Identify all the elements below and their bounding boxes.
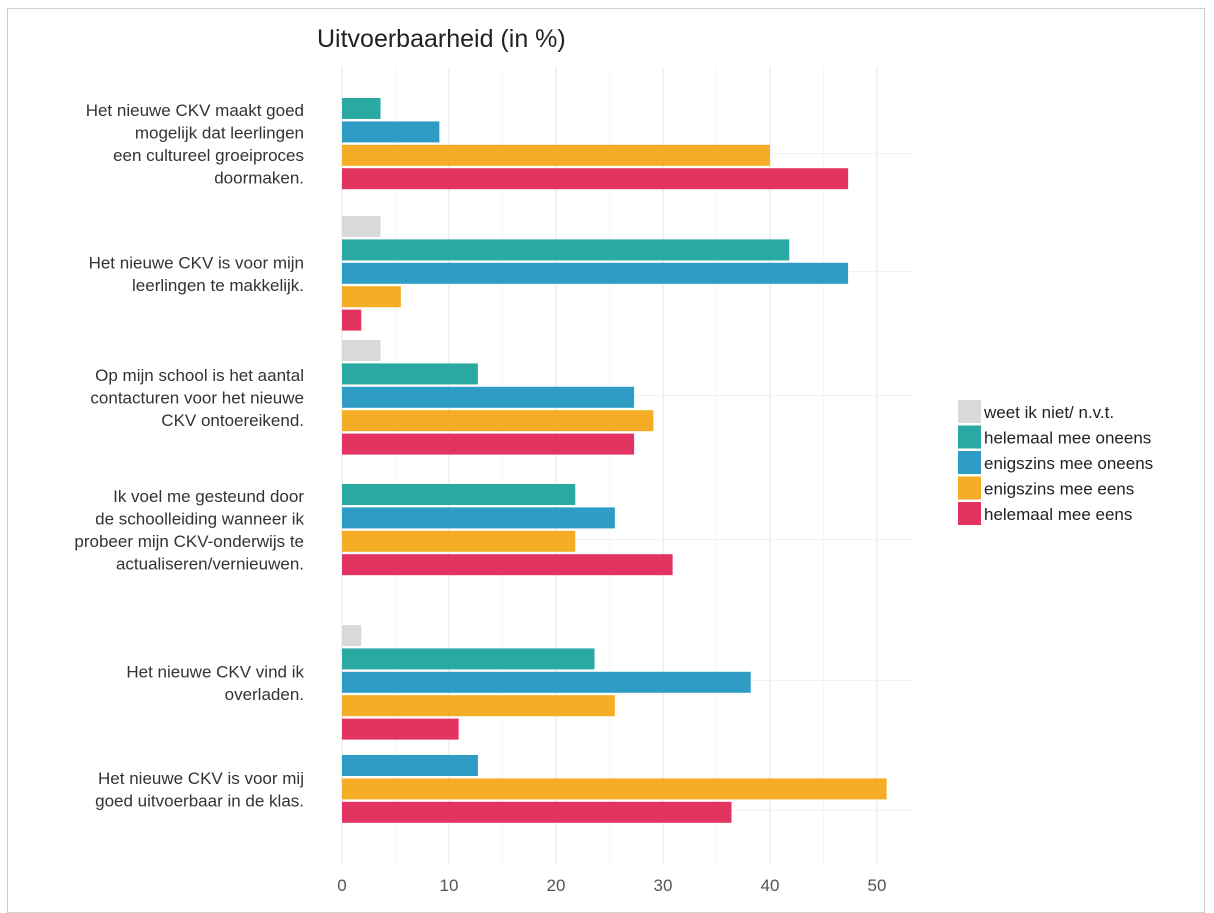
x-tick-label-30: 30 bbox=[654, 876, 673, 895]
bar-5-series-3 bbox=[342, 671, 751, 693]
bar-3-series-2 bbox=[342, 363, 478, 385]
bar-6-series-3 bbox=[342, 755, 478, 776]
x-tick-label-50: 50 bbox=[868, 876, 887, 895]
category-label-3-line-3: CKV ontoereikend. bbox=[161, 411, 304, 430]
category-label-5-line-2: overladen. bbox=[225, 685, 304, 704]
legend-swatch-4 bbox=[958, 476, 981, 500]
category-label-4-line-4: actualiseren/vernieuwen. bbox=[116, 555, 304, 574]
x-axis-ticks: 0 10 20 30 40 50 bbox=[337, 876, 886, 895]
category-label-5-line-1: Het nieuwe CKV vind ik bbox=[126, 662, 304, 681]
x-tick-label-0: 0 bbox=[337, 876, 346, 895]
legend-swatch-2 bbox=[958, 425, 981, 449]
category-label-6-line-2: goed uitvoerbaar in de klas. bbox=[95, 791, 304, 810]
bar-2-series-1 bbox=[342, 216, 381, 237]
bar-6-series-4 bbox=[342, 778, 887, 800]
bar-5-series-2 bbox=[342, 648, 595, 670]
legend-label-3: enigszins mee oneens bbox=[984, 454, 1153, 473]
bar-1-series-2 bbox=[342, 98, 381, 119]
bar-4-series-5 bbox=[342, 554, 673, 576]
bar-1-series-3 bbox=[342, 121, 440, 143]
bar-3-series-1 bbox=[342, 340, 381, 361]
category-label-4-line-3: probeer mijn CKV-onderwijs te bbox=[74, 532, 304, 551]
legend-swatch-5 bbox=[958, 502, 981, 525]
legend-label-1: weet ik niet/ n.v.t. bbox=[983, 403, 1114, 422]
bar-1-series-4 bbox=[342, 144, 770, 166]
bar-5-series-5 bbox=[342, 718, 459, 740]
category-label-1-line-3: een cultureel groeiproces bbox=[113, 146, 304, 165]
legend-label-2: helemaal mee oneens bbox=[984, 429, 1151, 448]
chart-title: Uitvoerbaarheid (in %) bbox=[317, 25, 566, 53]
bar-6-series-5 bbox=[342, 801, 732, 823]
bar-3-series-4 bbox=[342, 410, 654, 432]
legend-swatch-1 bbox=[958, 400, 981, 423]
bar-3-series-5 bbox=[342, 433, 635, 455]
legend-label-5: helemaal mee eens bbox=[984, 505, 1132, 524]
x-tick-label-20: 20 bbox=[547, 876, 566, 895]
bar-5-series-1 bbox=[342, 625, 362, 646]
bar-2-series-2 bbox=[342, 239, 790, 261]
category-label-2-line-2: leerlingen te makkelijk. bbox=[132, 276, 304, 295]
category-label-4-line-1: Ik voel me gesteund door bbox=[113, 487, 304, 506]
x-tick-label-10: 10 bbox=[440, 876, 459, 895]
category-label-1-line-2: mogelijk dat leerlingen bbox=[135, 124, 304, 143]
bar-2-series-5 bbox=[342, 309, 362, 331]
x-tick-label-40: 40 bbox=[761, 876, 780, 895]
bar-4-series-4 bbox=[342, 530, 576, 552]
category-label-1-line-4: doormaken. bbox=[214, 169, 304, 188]
bar-2-series-3 bbox=[342, 262, 849, 284]
legend-label-4: enigszins mee eens bbox=[984, 480, 1134, 499]
bar-chart: Uitvoerbaarheid (in %) Het nieuwe CKV ma… bbox=[74, 25, 1153, 895]
bar-2-series-4 bbox=[342, 286, 401, 308]
bar-4-series-2 bbox=[342, 484, 576, 505]
category-label-3-line-2: contacturen voor het nieuwe bbox=[90, 389, 304, 408]
category-label-1-line-1: Het nieuwe CKV maakt goed bbox=[86, 101, 304, 120]
category-labels: Het nieuwe CKV maakt goed mogelijk dat le… bbox=[74, 101, 304, 810]
bars bbox=[342, 98, 887, 823]
category-label-3-line-1: Op mijn school is het aantal bbox=[95, 366, 304, 385]
bar-4-series-3 bbox=[342, 507, 615, 529]
category-label-6-line-1: Het nieuwe CKV is voor mij bbox=[98, 769, 304, 788]
category-label-4-line-2: de schoolleiding wanneer ik bbox=[95, 510, 304, 529]
legend: weet ik niet/ n.v.t. helemaal mee oneens e… bbox=[958, 400, 1153, 525]
bar-1-series-5 bbox=[342, 168, 849, 190]
chart-frame: Uitvoerbaarheid (in %) Het nieuwe CKV ma… bbox=[7, 8, 1205, 913]
bar-3-series-3 bbox=[342, 386, 635, 408]
category-label-2-line-1: Het nieuwe CKV is voor mijn bbox=[89, 253, 304, 272]
bar-5-series-4 bbox=[342, 695, 615, 717]
legend-swatch-3 bbox=[958, 451, 981, 474]
